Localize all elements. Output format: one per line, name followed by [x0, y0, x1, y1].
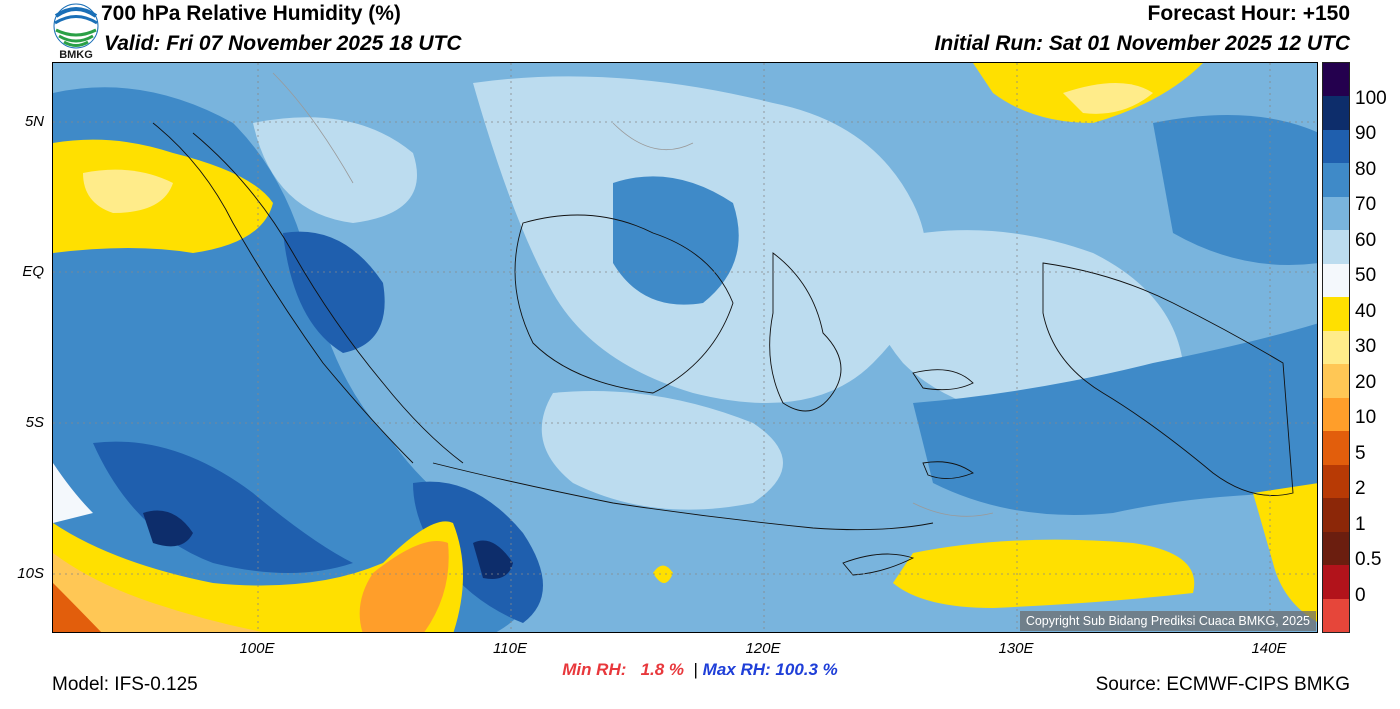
colorbar-label: 90	[1355, 123, 1377, 144]
colorbar-label: 40	[1355, 301, 1377, 322]
colorbar-label: 20	[1355, 372, 1377, 393]
colorbar-label: 5	[1355, 443, 1366, 464]
lat-label-10s: 10S	[17, 565, 44, 582]
colorbar-label: 60	[1355, 230, 1377, 251]
logo-text: BMKG	[59, 49, 93, 60]
colorbar-segment	[1323, 297, 1349, 332]
colorbar-label: 0	[1355, 585, 1366, 606]
colorbar-segment	[1323, 464, 1349, 499]
colorbar-segment	[1323, 163, 1349, 198]
copyright-notice: Copyright Sub Bidang Prediksi Cuaca BMKG…	[1019, 611, 1316, 631]
colorbar-segment	[1323, 531, 1349, 566]
colorbar-label: 10	[1355, 407, 1377, 428]
colorbar-label: 0.5	[1355, 549, 1382, 570]
lon-label-120e: 120E	[745, 640, 781, 657]
initial-run: Initial Run: Sat 01 November 2025 12 UTC	[934, 32, 1350, 55]
colorbar-label: 2	[1355, 478, 1366, 499]
min-rh-label: Min RH:	[562, 660, 627, 679]
source-label: Source: ECMWF-CIPS BMKG	[1095, 674, 1350, 695]
colorbar-segment	[1323, 397, 1349, 432]
lat-label-eq: EQ	[22, 263, 44, 280]
lon-label-100e: 100E	[239, 640, 275, 657]
colorbar-segment	[1323, 96, 1349, 131]
colorbar-segment	[1323, 431, 1349, 466]
forecast-hour: Forecast Hour: +150	[1147, 2, 1351, 25]
colorbar-segment	[1323, 364, 1349, 399]
colorbar-segment	[1323, 263, 1349, 298]
chart-title: 700 hPa Relative Humidity (%)	[101, 2, 401, 25]
valid-time: Valid: Fri 07 November 2025 18 UTC	[104, 32, 462, 55]
colorbar-segment	[1323, 129, 1349, 164]
min-rh-value: 1.8 %	[640, 660, 685, 679]
lon-label-140e: 140E	[1251, 640, 1287, 657]
lon-label-110e: 110E	[493, 640, 527, 657]
colorbar-label: 80	[1355, 159, 1377, 180]
colorbar-label: 100	[1355, 88, 1387, 109]
model-label: Model: IFS-0.125	[52, 674, 198, 695]
min-rh: Min RH: 1.8 %	[562, 660, 684, 679]
colorbar	[1322, 62, 1350, 633]
humidity-map: Copyright Sub Bidang Prediksi Cuaca BMKG…	[52, 62, 1318, 633]
colorbar-segment	[1323, 330, 1349, 365]
colorbar-segment	[1323, 565, 1349, 600]
max-rh: Max RH: 100.3 %	[703, 660, 838, 679]
map-area: Copyright Sub Bidang Prediksi Cuaca BMKG…	[52, 62, 1318, 633]
colorbar-label: 30	[1355, 336, 1377, 357]
lat-label-5n: 5N	[24, 113, 44, 130]
min-max-summary: Min RH: 1.8 % | Max RH: 100.3 %	[0, 660, 1400, 680]
bmkg-logo: BMKG	[50, 0, 102, 61]
separator: |	[693, 660, 698, 679]
humidity-field	[53, 63, 1317, 632]
colorbar-label: 50	[1355, 265, 1377, 286]
colorbar-segment	[1323, 498, 1349, 533]
colorbar-label: 1	[1355, 514, 1366, 535]
colorbar-segment	[1323, 598, 1349, 633]
lon-label-130e: 130E	[998, 640, 1034, 657]
max-rh-label: Max RH:	[702, 660, 771, 679]
colorbar-segment	[1323, 230, 1349, 265]
max-rh-value: 100.3 %	[775, 660, 838, 679]
colorbar-label: 70	[1355, 194, 1377, 215]
colorbar-segment	[1323, 196, 1349, 231]
colorbar-segment	[1323, 63, 1349, 97]
lat-label-5s: 5S	[25, 414, 44, 431]
